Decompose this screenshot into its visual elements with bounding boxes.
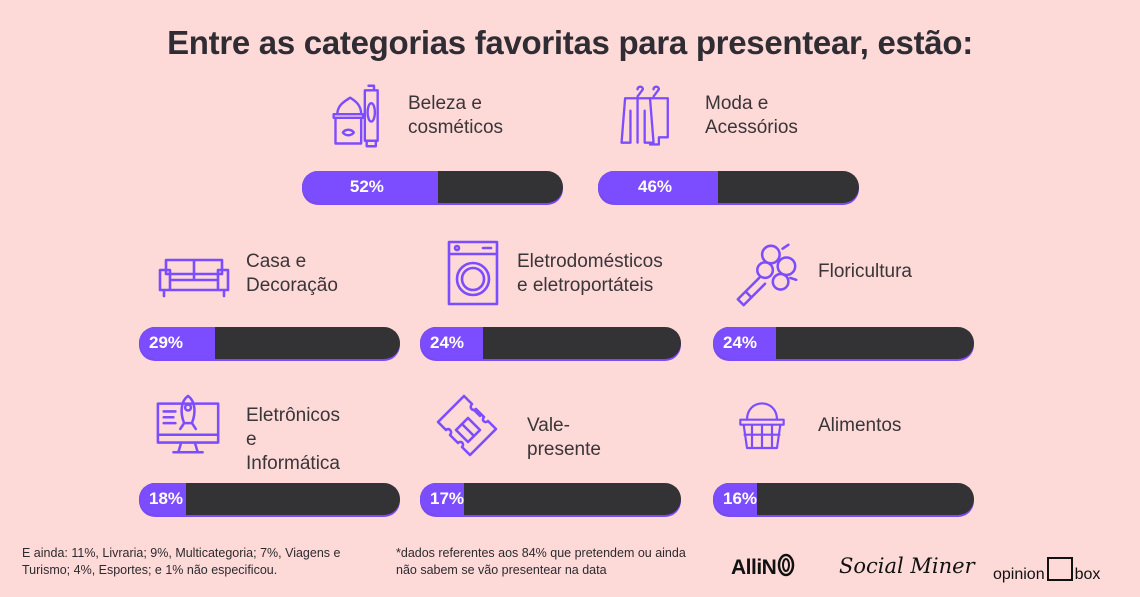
allin-logo: AlliN (731, 553, 796, 580)
progress-fill (713, 327, 776, 359)
clothes-hanger-icon (618, 80, 682, 152)
progress-bar: 18% (139, 483, 400, 515)
progress-fill (420, 327, 483, 359)
progress-bar: 24% (713, 327, 974, 359)
percent-label: 29% (149, 333, 184, 352)
sofa-icon (156, 250, 232, 300)
percent-label: 17% (430, 489, 465, 508)
allin-logo-mark-icon (778, 553, 795, 577)
category-label: Moda e Acessórios (705, 93, 798, 138)
gift-ticket-icon (434, 392, 506, 464)
progress-bar: 17% (420, 483, 681, 515)
footnote-data-source: *dados referentes aos 84% que pretendem … (396, 546, 686, 577)
progress-bar: 29% (139, 327, 400, 359)
progress-fill (420, 483, 465, 515)
percent-label: 24% (723, 333, 758, 352)
progress-bar: 24% (420, 327, 681, 359)
progress-fill (713, 483, 758, 515)
progress-bar: 52% (302, 171, 563, 203)
percent-label: 16% (723, 489, 758, 508)
flower-bouquet-icon (732, 238, 802, 310)
basket-icon (737, 396, 797, 460)
category-label: Vale-presente (527, 415, 601, 460)
category-label: Alimentos (818, 415, 902, 436)
progress-fill (302, 171, 438, 203)
percent-label: 46% (638, 177, 673, 196)
category-label: Beleza e cosméticos (408, 93, 504, 138)
percent-label: 52% (349, 177, 384, 196)
category-label: Eletrônicos e Informática (246, 405, 340, 474)
footnote-other-categories: E ainda: 11%, Livraria; 9%, Multicategor… (22, 546, 341, 577)
category-label: Eletrodomésticos e eletroportáteis (517, 251, 663, 296)
progress-fill (139, 483, 186, 515)
social-miner-logo: Social Miner (839, 554, 975, 578)
washing-machine-icon (444, 238, 502, 308)
percent-label: 24% (430, 333, 465, 352)
computer-rocket-icon (153, 392, 225, 462)
category-label: Casa e Decoração (246, 251, 338, 296)
category-label: Floricultura (818, 261, 912, 282)
page-title: Entre as categorias favoritas para prese… (167, 24, 973, 61)
progress-fill (598, 171, 719, 203)
cosmetics-icon (330, 80, 396, 152)
progress-fill (139, 327, 215, 359)
progress-bar: 46% (598, 171, 859, 203)
opinion-box-logo: opinion box (993, 557, 1100, 584)
progress-bar: 16% (713, 483, 974, 515)
percent-label: 18% (149, 489, 184, 508)
